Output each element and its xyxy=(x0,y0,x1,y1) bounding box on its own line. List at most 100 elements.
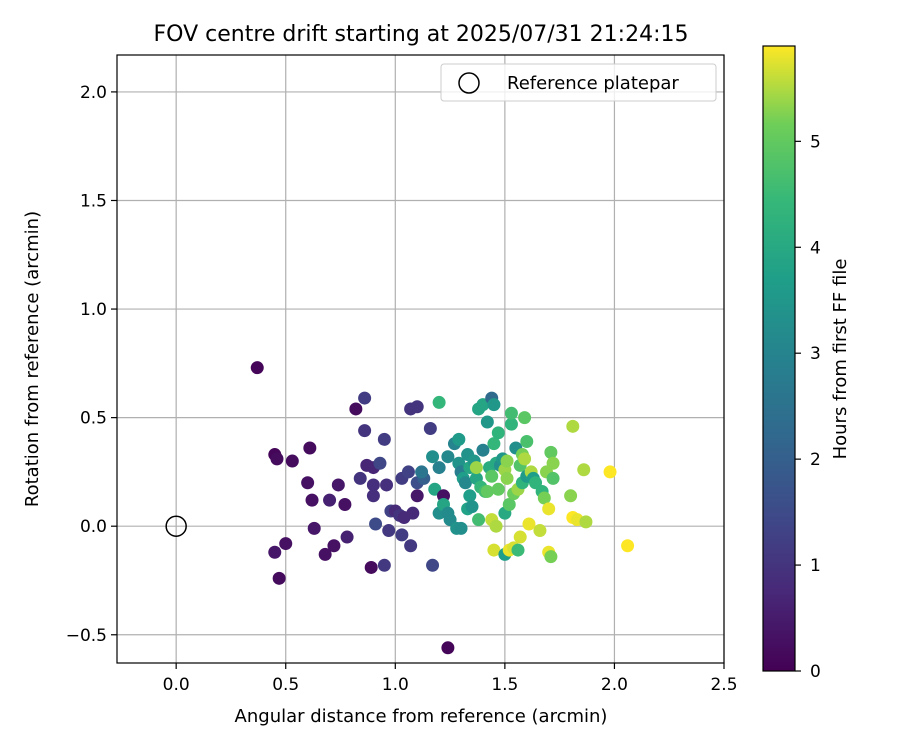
data-point xyxy=(364,560,378,574)
data-point xyxy=(382,524,396,538)
data-point xyxy=(463,489,477,503)
data-point xyxy=(518,411,532,425)
data-point xyxy=(358,424,372,438)
data-point xyxy=(369,517,383,531)
data-point xyxy=(469,461,483,475)
x-tick-label: 1.5 xyxy=(491,675,518,695)
data-point xyxy=(358,391,372,405)
data-point xyxy=(504,417,518,431)
data-point xyxy=(621,539,635,553)
data-points xyxy=(250,361,635,655)
data-point xyxy=(305,493,319,507)
data-point xyxy=(491,426,505,440)
data-point xyxy=(410,400,424,414)
x-tick-label: 2.5 xyxy=(710,675,737,695)
data-point xyxy=(323,493,337,507)
data-point xyxy=(579,515,593,529)
data-point xyxy=(454,521,468,535)
data-point xyxy=(476,443,490,457)
y-axis-label: Rotation from reference (arcmin) xyxy=(22,211,43,507)
data-point xyxy=(465,500,479,514)
data-point xyxy=(487,543,501,557)
y-tick-label: 0.5 xyxy=(80,409,107,429)
x-axis-label: Angular distance from reference (arcmin) xyxy=(235,706,608,727)
data-point xyxy=(542,502,556,516)
data-point xyxy=(285,454,299,468)
colorbar-tick-label: 3 xyxy=(810,344,821,364)
data-point xyxy=(377,558,391,572)
data-point xyxy=(380,478,394,492)
x-tick-label: 0.0 xyxy=(163,675,190,695)
data-point xyxy=(546,471,560,485)
data-point xyxy=(395,528,409,542)
data-point xyxy=(544,550,558,564)
y-tick-label: 1.0 xyxy=(80,300,107,320)
data-point xyxy=(452,432,466,446)
legend-entry-reference: Reference platepar xyxy=(507,73,679,94)
data-point xyxy=(487,398,501,412)
data-point xyxy=(353,471,367,485)
data-point xyxy=(500,454,514,468)
data-point xyxy=(537,491,551,505)
data-point xyxy=(268,545,282,559)
data-point xyxy=(426,450,440,464)
data-point xyxy=(513,530,527,544)
x-axis-ticks: 0.0 0.5 1.0 1.5 2.0 2.5 xyxy=(163,663,738,695)
data-point xyxy=(564,489,578,503)
data-point xyxy=(546,456,560,470)
data-point xyxy=(303,441,317,455)
y-tick-label: 0.0 xyxy=(80,517,107,537)
data-point xyxy=(441,450,455,464)
data-point xyxy=(544,445,558,459)
data-point xyxy=(504,406,518,420)
colorbar-tick-label: 0 xyxy=(810,662,821,682)
data-point xyxy=(331,478,345,492)
data-point xyxy=(432,395,446,409)
reference-platepar-marker xyxy=(165,515,187,537)
data-point xyxy=(432,461,446,475)
data-point xyxy=(511,543,525,557)
data-point xyxy=(279,537,293,551)
data-point xyxy=(533,524,547,538)
x-tick-label: 1.0 xyxy=(382,675,409,695)
chart-title: FOV centre drift starting at 2025/07/31 … xyxy=(154,22,689,47)
colorbar-tick-label: 2 xyxy=(810,450,821,470)
colorbar-ticks: 0 1 2 3 4 5 xyxy=(795,132,821,682)
data-point xyxy=(480,484,494,498)
data-point xyxy=(423,421,437,435)
data-point xyxy=(373,456,387,470)
data-point xyxy=(307,521,321,535)
colorbar-label: Hours from first FF file xyxy=(830,259,851,460)
data-point xyxy=(480,415,494,429)
x-tick-label: 0.5 xyxy=(272,675,299,695)
colorbar-tick-label: 4 xyxy=(810,238,821,258)
data-point xyxy=(485,469,499,483)
colorbar-tick-label: 5 xyxy=(810,132,821,152)
data-point xyxy=(518,452,532,466)
data-point xyxy=(340,530,354,544)
data-point xyxy=(327,539,341,553)
data-point xyxy=(566,419,580,433)
data-point xyxy=(522,517,536,531)
data-point xyxy=(401,465,415,479)
colorbar-tick-label: 1 xyxy=(810,556,821,576)
data-point xyxy=(250,361,264,375)
data-point xyxy=(502,497,516,511)
data-point xyxy=(377,432,391,446)
data-point xyxy=(301,476,315,490)
data-point xyxy=(318,547,332,561)
data-point xyxy=(366,489,380,503)
x-tick-label: 2.0 xyxy=(601,675,628,695)
data-point xyxy=(603,465,617,479)
data-point xyxy=(472,513,486,527)
data-point xyxy=(487,437,501,451)
data-point xyxy=(520,435,534,449)
colorbar: 0 1 2 3 4 5 Hours from first FF file xyxy=(762,45,851,682)
data-point xyxy=(338,497,352,511)
data-point xyxy=(270,452,284,466)
data-point xyxy=(500,471,514,485)
legend-reference-marker xyxy=(458,72,480,94)
